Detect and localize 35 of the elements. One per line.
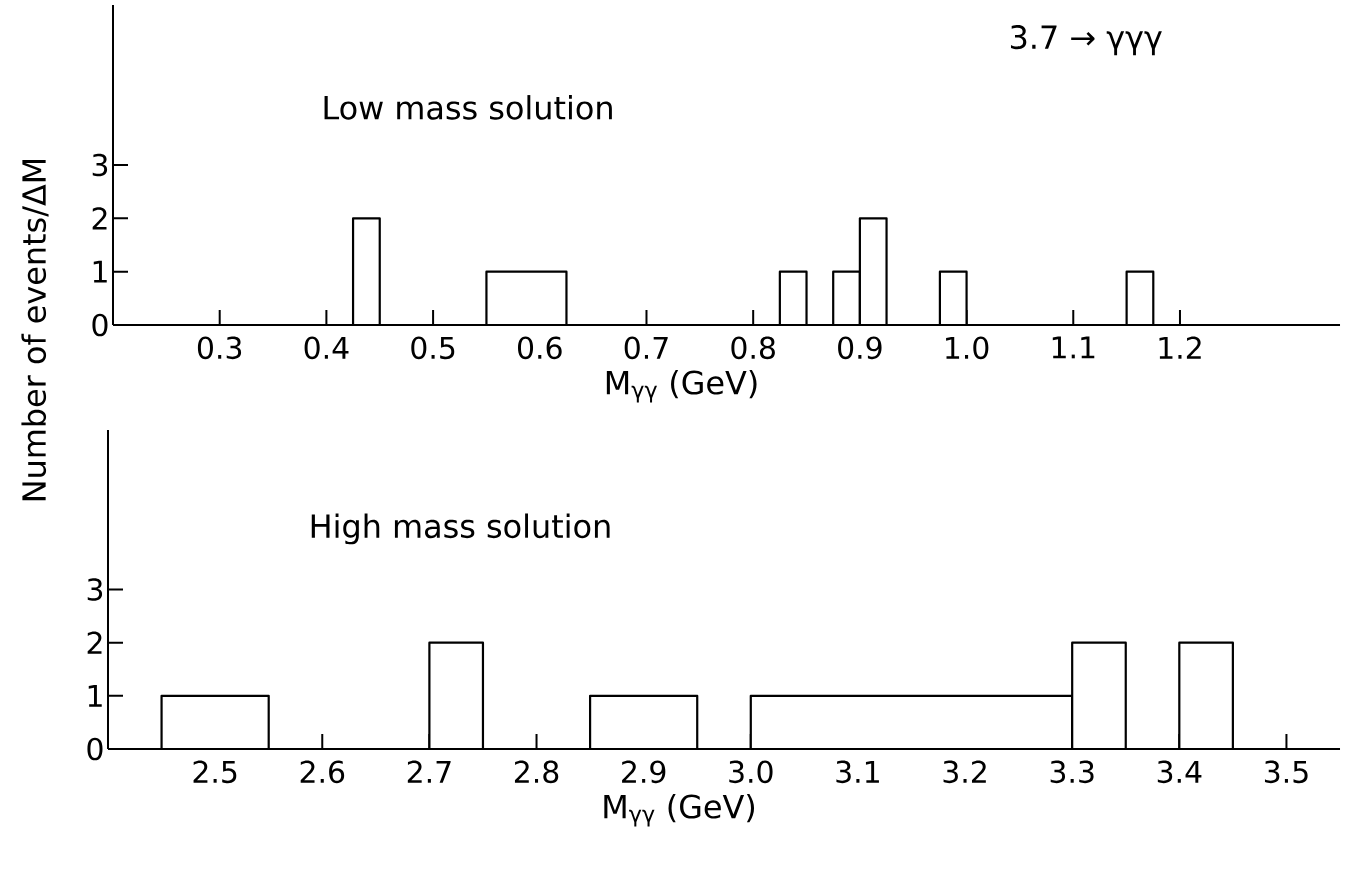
x-tick-label: 0.8 (731, 336, 775, 360)
x-tick-label: 0.5 (411, 336, 455, 360)
y-tick-label: 2 (92, 207, 107, 230)
y-tick-label: 0 (92, 313, 108, 337)
x-tick-label: 2.9 (622, 760, 666, 784)
x-axis-title: M$_{γγ}$ (GeV) (606, 369, 757, 403)
x-tick-label: 2.5 (193, 760, 237, 784)
y-tick-label: 2 (87, 631, 102, 654)
x-tick-label: 2.8 (514, 760, 559, 784)
x-tick-label: 0.3 (197, 336, 242, 360)
y-tick-label: 1 (93, 260, 107, 283)
annotation: Low mass solution (324, 95, 612, 120)
y-tick-label: 0 (87, 737, 103, 761)
x-tick-label: 2.7 (407, 760, 451, 783)
x-tick-label: 3.0 (729, 760, 773, 784)
x-tick-label: 0.6 (517, 336, 562, 360)
y-axis-title: Number of events/ΔM (21, 159, 49, 501)
y-tick-label: 1 (88, 684, 102, 707)
x-tick-label: 0.7 (624, 336, 668, 360)
y-tick-label: 3 (87, 578, 103, 601)
y-tick-label: 3 (92, 153, 108, 177)
x-tick-label: 0.4 (304, 336, 349, 360)
x-tick-label: 1.0 (946, 336, 989, 360)
x-tick-label: 1.2 (1159, 336, 1201, 359)
x-tick-label: 1.1 (1052, 336, 1095, 359)
x-tick-label: 3.4 (1157, 760, 1202, 784)
x-tick-label: 3.2 (943, 760, 986, 784)
x-tick-label: 0.9 (838, 336, 882, 360)
x-axis-title: M$_{γγ}$ (GeV) (604, 793, 755, 827)
x-tick-label: 3.3 (1050, 760, 1094, 784)
annotation: High mass solution (311, 513, 610, 545)
x-tick-label: 3.1 (836, 760, 879, 784)
x-tick-label: 3.5 (1264, 760, 1308, 784)
x-tick-label: 2.6 (300, 760, 345, 784)
annotation: 3.7 → γγγ (1010, 25, 1162, 56)
